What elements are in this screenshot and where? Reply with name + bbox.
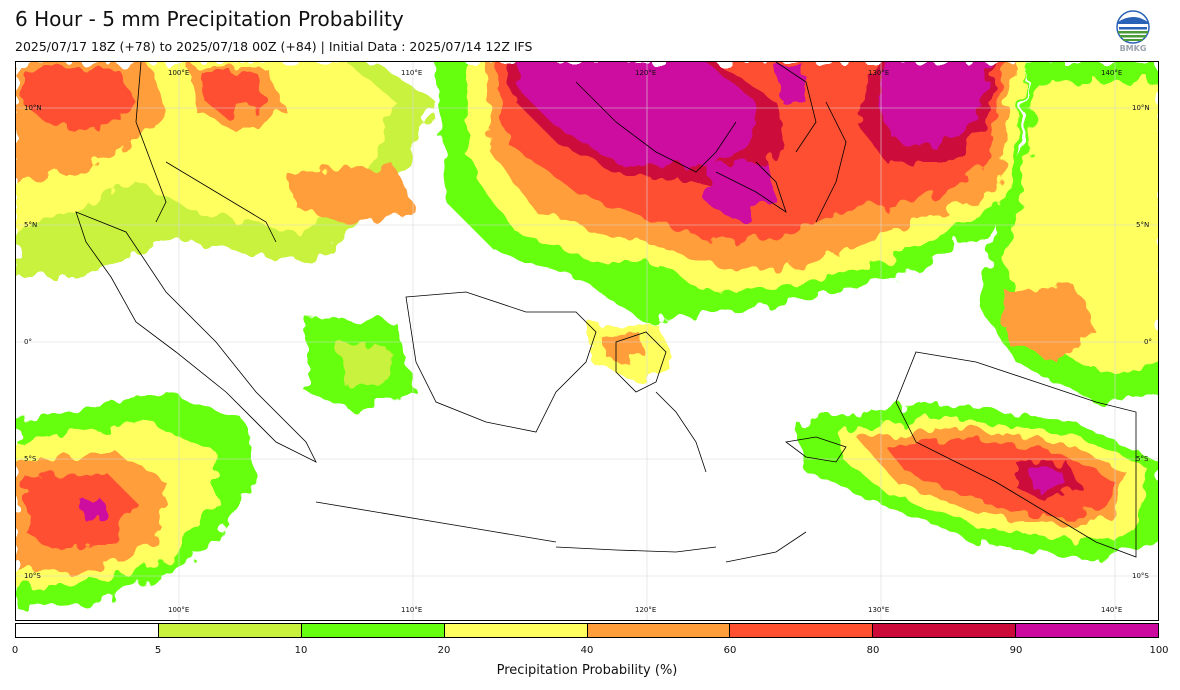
colorbar-segment [586,624,730,637]
lat-label: 0° [1144,338,1152,346]
colorbar [15,623,1159,638]
lon-label: 110°E [401,69,422,77]
colorbar-tick-label: 60 [723,645,737,656]
colorbar-tick-label: 90 [1009,645,1023,656]
lon-label: 130°E [868,606,889,614]
lat-labels-right: 10°N 5°N 0° 5°S 10°S [1132,104,1152,580]
colorbar-segment [729,624,873,637]
colorbar-tick-label: 80 [866,645,880,656]
lat-label: 5°N [1136,221,1149,229]
colorbar-segment [300,624,444,637]
lat-label: 0° [24,338,32,346]
lon-label: 130°E [868,69,889,77]
logo-text: BMKG [1119,44,1147,53]
colorbar-tick-label: 0 [11,645,19,656]
colorbar-segment [872,624,1016,637]
map-subtitle: 2025/07/17 18Z (+78) to 2025/07/18 00Z (… [15,39,533,54]
colorbar-segment [16,624,158,637]
precipitation-field [16,62,1158,607]
lon-labels-bottom: 100°E 110°E 120°E 130°E 140°E [168,606,1122,614]
lat-label: 10°N [1132,104,1150,112]
coastlines [75,62,1137,563]
colorbar-segment [157,624,301,637]
lon-label: 100°E [168,606,189,614]
lon-label: 140°E [1101,606,1122,614]
lat-label: 5°N [24,221,37,229]
lon-labels-top: 100°E 110°E 120°E 130°E 140°E [168,69,1122,77]
lat-label: 10°N [24,104,42,112]
lat-label: 5°S [1136,455,1149,463]
colorbar-tick-label: 20 [437,645,451,656]
lon-label: 100°E [168,69,189,77]
lon-label: 110°E [401,606,422,614]
colorbar-tick-label: 100 [1149,645,1169,656]
lat-labels-left: 10°N 5°N 0° 5°S 10°S [24,104,42,580]
lon-label: 120°E [635,69,656,77]
bmkg-logo: BMKG [1114,10,1152,56]
precipitation-map: 100°E 110°E 120°E 130°E 140°E 100°E 110°… [15,61,1159,621]
lat-label: 10°S [24,572,41,580]
lon-label: 140°E [1101,69,1122,77]
colorbar-tick-label: 10 [294,645,308,656]
colorbar-segment [443,624,587,637]
colorbar-tick-label: 40 [580,645,594,656]
colorbar-tick-label: 5 [154,645,162,656]
lat-label: 5°S [24,455,37,463]
map-canvas: 100°E 110°E 120°E 130°E 140°E 100°E 110°… [16,62,1158,620]
lat-label: 10°S [1132,572,1149,580]
lon-label: 120°E [635,606,656,614]
colorbar-segment [1015,624,1158,637]
colorbar-ticks: 0 5 10 20 40 60 80 90 100 [11,645,1169,659]
colorbar-label: Precipitation Probability (%) [496,663,678,678]
map-title: 6 Hour - 5 mm Precipitation Probability [15,7,404,31]
